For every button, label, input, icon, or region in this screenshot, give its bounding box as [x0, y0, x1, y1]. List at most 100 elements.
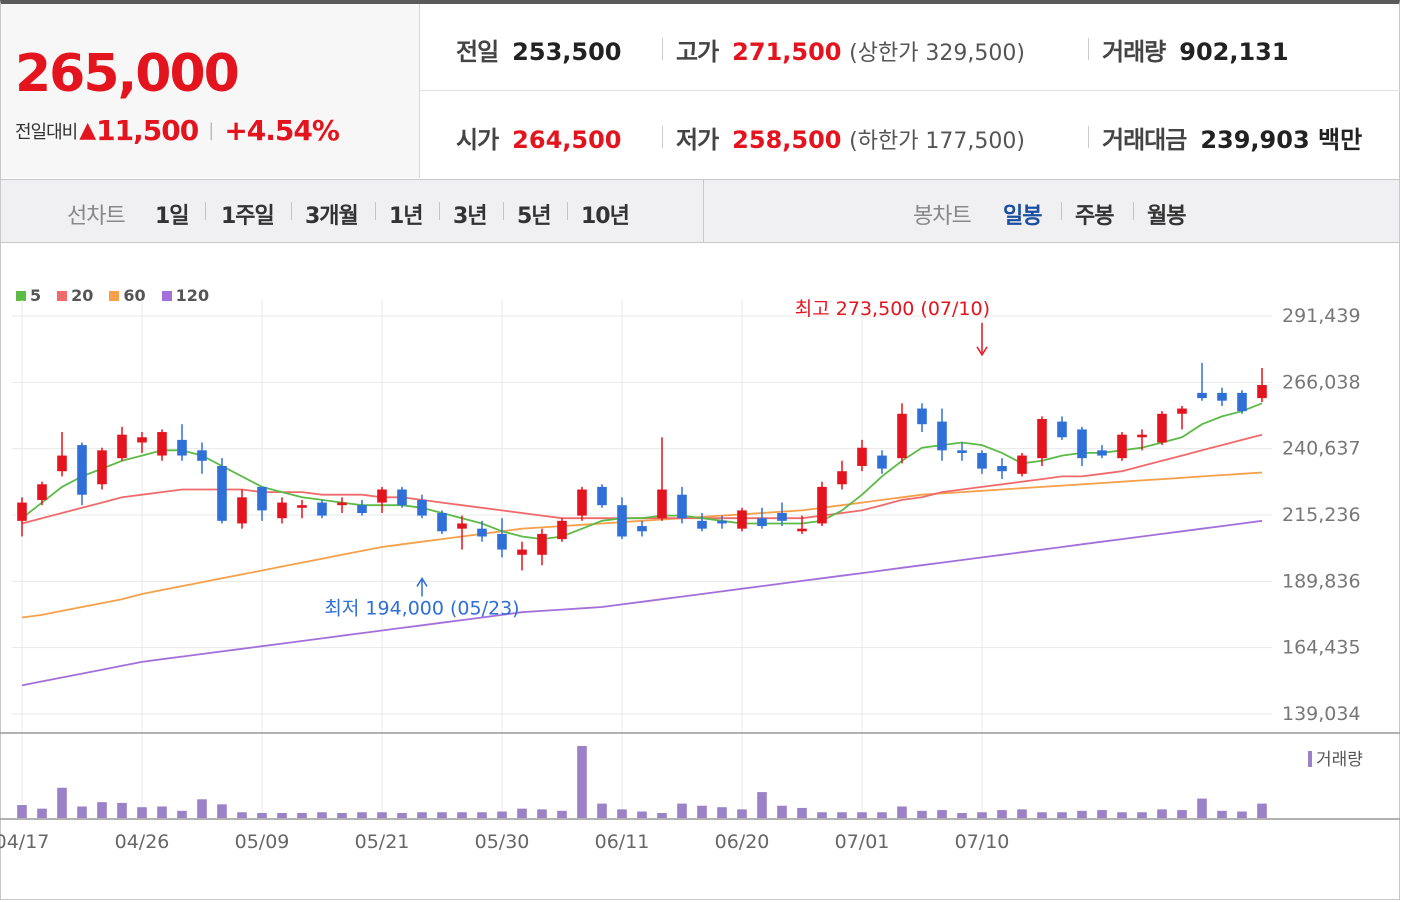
period-3m[interactable]: 3개월	[305, 204, 359, 229]
volume-legend-label: 거래량	[1316, 750, 1363, 770]
candle-body	[77, 445, 87, 495]
candle-body	[1137, 434, 1147, 438]
period-1y[interactable]: 1년	[389, 204, 424, 229]
divider	[567, 202, 568, 220]
volume-bar	[1237, 811, 1247, 818]
divider	[205, 202, 206, 220]
candle-body	[977, 452, 987, 469]
x-tick-label: 07/01	[835, 831, 890, 853]
volume-bar	[1097, 810, 1107, 818]
volume-bar	[417, 812, 427, 818]
volume-bar	[977, 812, 987, 818]
candle-body	[137, 437, 147, 443]
y-tick-label: 189,836	[1282, 570, 1361, 592]
stat-open: 시가 264,500	[456, 126, 622, 154]
candle-body	[597, 486, 607, 506]
candle-body	[837, 471, 847, 485]
volume-bar	[857, 812, 867, 818]
period-3y[interactable]: 3년	[453, 204, 488, 229]
candle-body	[97, 450, 107, 485]
volume-bar	[477, 812, 487, 818]
candle-body	[117, 434, 127, 459]
volume-bar	[997, 810, 1007, 818]
candle-body	[457, 523, 467, 529]
volume-bar	[17, 805, 27, 818]
stat-high: 고가 271,500 (상한가 329,500)	[676, 38, 1025, 66]
candle-body	[897, 413, 907, 459]
change-amount: 11,500	[96, 114, 199, 147]
volume-bar	[1017, 809, 1027, 818]
candle-body	[517, 549, 527, 555]
volume-bar	[1037, 812, 1047, 818]
volume-bar	[1177, 810, 1187, 818]
candle-body	[757, 518, 767, 527]
stats-row-1: 전일 253,500 고가 271,500 (상한가 329,500) 거래량 902…	[420, 4, 1400, 91]
candle-body	[617, 505, 627, 537]
candle-body	[997, 465, 1007, 472]
volume-bar	[1117, 812, 1127, 818]
period-monthly[interactable]: 월봉	[1147, 204, 1186, 229]
candle-body	[957, 450, 967, 453]
candle-body	[17, 502, 27, 521]
volume-bar	[257, 812, 267, 818]
candle-body	[377, 489, 387, 503]
y-tick-label: 139,034	[1282, 703, 1361, 725]
candle-body	[737, 510, 747, 529]
candle-body	[237, 497, 247, 524]
high-annotation: 최고 273,500 (07/10)	[795, 298, 990, 320]
candle-body	[857, 447, 867, 466]
line-chart-label: 선차트	[67, 204, 126, 229]
volume-bar	[817, 812, 827, 818]
volume-bar	[117, 802, 127, 818]
candle-body	[257, 486, 267, 511]
period-1d[interactable]: 1일	[155, 204, 190, 229]
volume-bar	[517, 808, 527, 818]
volume-bar	[877, 812, 887, 818]
low-arrow-icon	[416, 577, 428, 587]
high-arrow-icon	[976, 346, 988, 357]
volume-bar	[657, 812, 667, 818]
period-5y[interactable]: 5년	[517, 204, 552, 229]
ma60-line	[21, 471, 1263, 619]
ma-legend: 5 20 60 120	[16, 286, 209, 305]
candle-body	[337, 502, 347, 506]
stats-row-2: 시가 264,500 저가 258,500 (하한가 177,500) 거래대금 23…	[420, 92, 1400, 178]
candle-body	[1117, 434, 1127, 459]
volume-bar	[717, 807, 727, 818]
volume-bar	[577, 746, 587, 818]
candle-body	[437, 513, 447, 532]
volume-bar	[457, 812, 467, 818]
volume-bar	[557, 810, 567, 818]
divider: |	[208, 120, 215, 141]
divider	[1088, 38, 1089, 60]
stat-volume: 거래량 902,131	[1102, 38, 1289, 66]
volume-bar	[617, 809, 627, 818]
candle-body	[317, 502, 327, 516]
x-tick-label: 05/30	[475, 831, 530, 853]
candle-body	[537, 533, 547, 555]
candle-body	[177, 439, 187, 456]
volume-bar	[1157, 809, 1167, 818]
candle-body	[277, 502, 287, 519]
volume-bar	[957, 812, 967, 818]
volume-bar	[637, 811, 647, 818]
period-10y[interactable]: 10년	[581, 204, 630, 229]
period-weekly[interactable]: 주봉	[1075, 204, 1114, 229]
y-tick-label: 240,637	[1282, 438, 1361, 460]
volume-bar	[77, 806, 87, 818]
period-daily[interactable]: 일봉	[1003, 204, 1042, 229]
divider	[1133, 202, 1134, 220]
candle-body	[1177, 408, 1187, 414]
period-1w[interactable]: 1주일	[221, 204, 275, 229]
volume-bar	[357, 812, 367, 818]
volume-bar	[137, 807, 147, 818]
candle-body	[477, 528, 487, 537]
x-tick-label: 05/09	[235, 831, 290, 853]
divider	[1088, 126, 1089, 148]
candle-body	[557, 520, 567, 540]
volume-bar	[57, 787, 67, 818]
x-tick-label: 05/21	[355, 831, 410, 853]
candle-body	[357, 505, 367, 514]
volume-bar	[757, 792, 767, 818]
volume-legend-swatch	[1308, 751, 1312, 767]
